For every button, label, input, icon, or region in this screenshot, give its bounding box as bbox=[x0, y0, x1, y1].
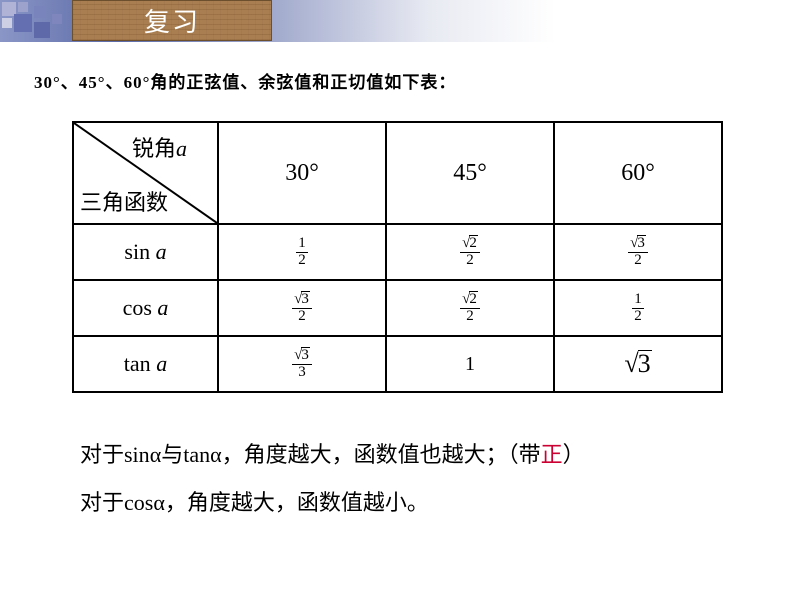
row-header: sin a bbox=[73, 224, 218, 280]
col-header: 30° bbox=[218, 122, 386, 224]
corner-decoration bbox=[0, 0, 72, 42]
diag-bottom: 三角函数 bbox=[80, 185, 168, 217]
cell-tan-30: √33 bbox=[218, 336, 386, 392]
cell-cos-60: 12 bbox=[554, 280, 722, 336]
note-line-1: 对于sinα与tanα，角度越大，函数值也越大；（带正） bbox=[80, 431, 794, 479]
review-tab-label: 复习 bbox=[144, 2, 200, 39]
cell-tan-45: 1 bbox=[386, 336, 554, 392]
table-row: cos a √32 √22 12 bbox=[73, 280, 722, 336]
table-row: tan a √33 1 √3 bbox=[73, 336, 722, 392]
diag-top-var: a bbox=[176, 136, 187, 161]
cell-sin-60: √32 bbox=[554, 224, 722, 280]
diag-top: 锐角 bbox=[132, 136, 176, 161]
trig-values-table: 锐角a 三角函数 30° 45° 60° sin a 12 √22 √32 bbox=[72, 121, 722, 393]
highlight-positive: 正 bbox=[541, 442, 563, 467]
cell-sin-45: √22 bbox=[386, 224, 554, 280]
table-corner-header: 锐角a 三角函数 bbox=[73, 122, 218, 224]
cell-tan-60: √3 bbox=[554, 336, 722, 392]
cell-sin-30: 12 bbox=[218, 224, 386, 280]
row-header: tan a bbox=[73, 336, 218, 392]
row-header: cos a bbox=[73, 280, 218, 336]
col-header: 45° bbox=[386, 122, 554, 224]
subtitle: 30°、45°、60°角的正弦值、余弦值和正切值如下表： bbox=[0, 42, 794, 93]
col-header: 60° bbox=[554, 122, 722, 224]
cell-cos-45: √22 bbox=[386, 280, 554, 336]
notes: 对于sinα与tanα，角度越大，函数值也越大；（带正） 对于cosα，角度越大… bbox=[80, 431, 794, 528]
table-row: sin a 12 √22 √32 bbox=[73, 224, 722, 280]
title-bar: 复习 bbox=[0, 0, 794, 42]
note-line-2: 对于cosα，角度越大，函数值越小。 bbox=[80, 479, 794, 527]
review-tab: 复习 bbox=[72, 0, 272, 41]
cell-cos-30: √32 bbox=[218, 280, 386, 336]
